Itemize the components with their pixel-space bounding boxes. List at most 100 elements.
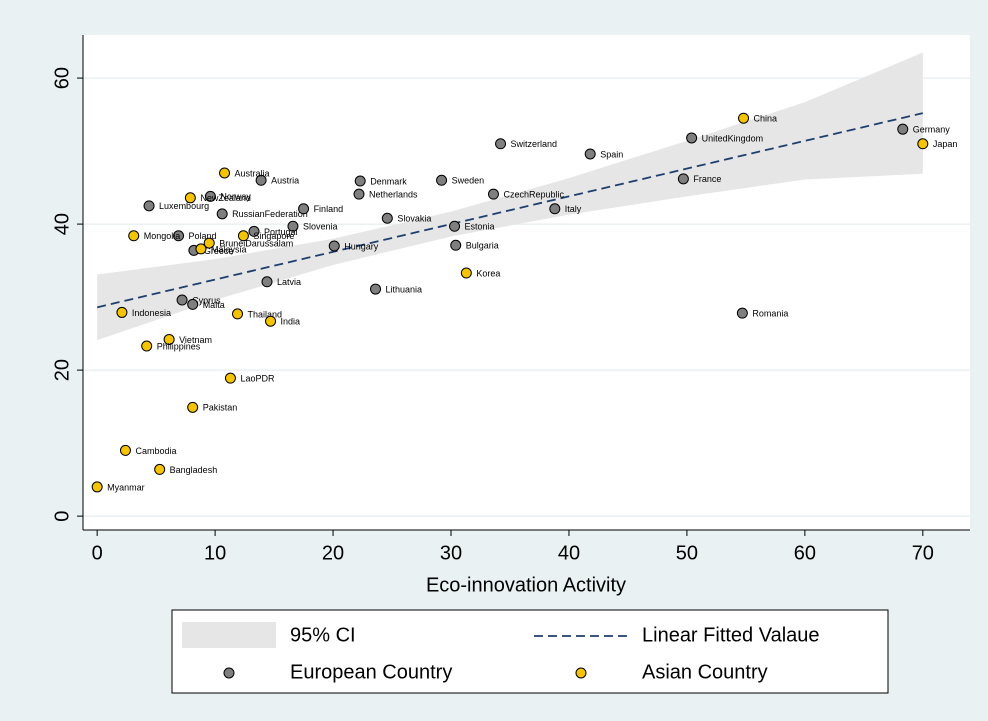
legend-label: 95% CI — [290, 624, 356, 646]
point-label: Finland — [314, 204, 344, 214]
x-tick-label: 60 — [794, 542, 816, 564]
point-label: Slovenia — [303, 222, 338, 232]
y-tick-label: 0 — [51, 511, 73, 522]
point — [460, 267, 472, 279]
point — [897, 123, 909, 135]
point — [119, 444, 131, 456]
point — [495, 138, 507, 150]
point — [154, 463, 166, 475]
point-label: Latvia — [277, 277, 301, 287]
legend-label: Asian Country — [642, 661, 768, 683]
point — [173, 230, 185, 242]
x-tick-label: 70 — [912, 542, 934, 564]
point — [287, 220, 299, 232]
point-label: Portugal — [264, 227, 298, 237]
legend-ci-swatch — [182, 622, 276, 648]
point-label: Bulgaria — [466, 241, 499, 251]
y-tick-label: 40 — [51, 213, 73, 235]
legend-label: Linear Fitted Valaue — [642, 624, 820, 646]
point-label: Poland — [189, 231, 217, 241]
point-label: Philippines — [157, 341, 201, 351]
point — [116, 306, 128, 318]
point — [224, 372, 236, 384]
point-label: BruneiDarussalam — [219, 238, 293, 248]
point-label: RussianFederation — [232, 209, 308, 219]
point-label: Germany — [913, 125, 951, 135]
point-label: Malta — [203, 300, 225, 310]
point-label: Norway — [220, 192, 251, 202]
point-label: Spain — [600, 149, 623, 159]
point-label: UnitedKingdom — [702, 133, 764, 143]
point — [237, 230, 249, 242]
point — [677, 173, 689, 185]
point-label: Sweden — [452, 176, 485, 186]
point — [163, 333, 175, 345]
point-label: Netherlands — [369, 190, 418, 200]
point-label: Greece — [204, 246, 234, 256]
point-label: Austria — [271, 176, 299, 186]
legend-marker — [223, 667, 235, 679]
point-label: LaoPDR — [240, 374, 275, 384]
point — [584, 148, 596, 160]
point-label: Italy — [565, 204, 582, 214]
x-axis-label: Eco-innovation Activity — [426, 574, 626, 596]
point-label: Vietnam — [179, 335, 212, 345]
x-tick-label: 50 — [676, 542, 698, 564]
point — [487, 188, 499, 200]
point-label: Singapore — [253, 231, 294, 241]
point — [216, 208, 228, 220]
y-tick-label: 60 — [51, 67, 73, 89]
point — [187, 401, 199, 413]
point — [354, 175, 366, 187]
point-label: CzechRepublic — [503, 190, 564, 200]
point-label: Lithuania — [386, 284, 423, 294]
point — [738, 112, 750, 124]
point-label: Estonia — [465, 222, 495, 232]
point-label: Pakistan — [203, 403, 238, 413]
point — [549, 203, 561, 215]
point — [917, 138, 929, 150]
point — [328, 240, 340, 252]
x-tick-label: 10 — [204, 542, 226, 564]
point — [686, 132, 698, 144]
point-label: NewZealand — [200, 193, 251, 203]
fit-line — [96, 112, 924, 309]
legend-marker — [575, 667, 587, 679]
point-label: China — [754, 114, 778, 124]
point-label: Romania — [752, 309, 788, 319]
point — [219, 167, 231, 179]
point — [381, 212, 393, 224]
point-label: India — [281, 317, 301, 327]
point-label: Slovakia — [397, 214, 431, 224]
point — [91, 481, 103, 493]
point-label: Indonesia — [132, 308, 171, 318]
point-label: Thailand — [248, 309, 283, 319]
x-tick-label: 30 — [440, 542, 462, 564]
point — [203, 237, 215, 249]
legend-box — [171, 609, 889, 694]
point-label: Japan — [933, 139, 958, 149]
point-label: Korea — [476, 268, 500, 278]
x-tick-label: 20 — [322, 542, 344, 564]
point — [255, 174, 267, 186]
point — [436, 174, 448, 186]
point-label: Cyprus — [192, 295, 221, 305]
point — [141, 340, 153, 352]
point-label: Australia — [235, 168, 270, 178]
point — [195, 243, 207, 255]
point — [128, 230, 140, 242]
point — [353, 188, 365, 200]
legend-label: European Country — [290, 661, 452, 683]
point-label: France — [693, 174, 721, 184]
point — [261, 276, 273, 288]
x-tick-label: 40 — [558, 542, 580, 564]
x-tick-label: 0 — [92, 542, 103, 564]
point-label: Malaysia — [211, 244, 247, 254]
point — [736, 307, 748, 319]
point-label: Myanmar — [107, 482, 145, 492]
point — [298, 203, 310, 215]
point-label: Switzerland — [511, 139, 558, 149]
point — [187, 298, 199, 310]
point-label: Luxembourg — [159, 201, 209, 211]
ci-band — [97, 52, 923, 341]
